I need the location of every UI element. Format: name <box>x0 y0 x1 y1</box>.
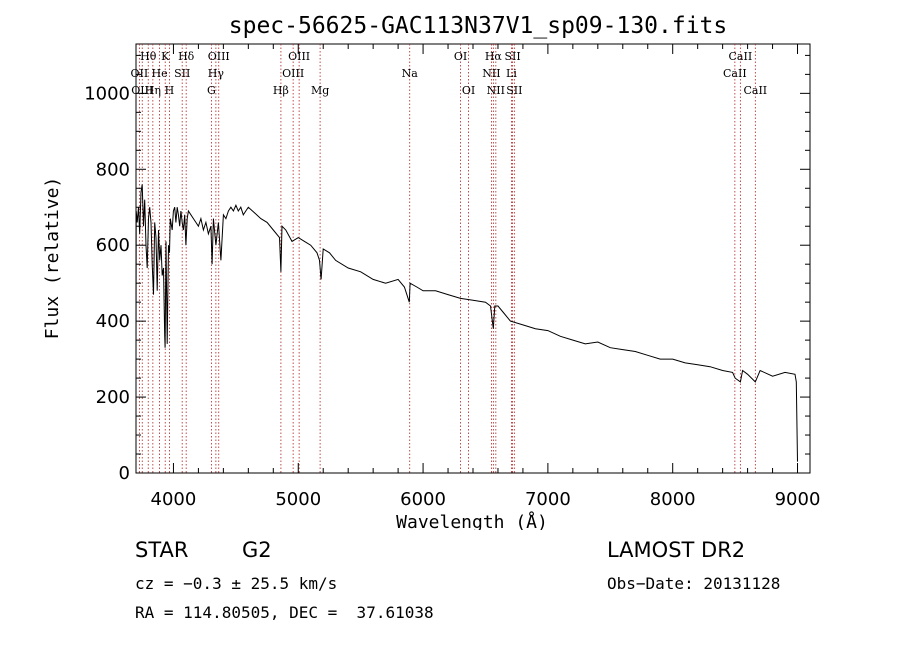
y-tick-label-1: 200 <box>96 387 130 408</box>
spectral-line-markers <box>138 44 756 473</box>
survey-name: LAMOST DR2 <box>607 538 746 562</box>
y-tick-label-5: 1000 <box>84 83 130 104</box>
spectral-line-label-3: OIII <box>208 50 230 63</box>
spectral-line-label-5: OI <box>454 50 467 63</box>
y-tick-label-4: 800 <box>96 159 130 180</box>
spectral-line-label-10: He <box>152 67 168 80</box>
y-axis-ticks: 0 200 400 600 800 1000 <box>84 54 810 484</box>
y-tick-label-3: 600 <box>96 235 130 256</box>
spectral-line-label-24: OI <box>462 84 475 97</box>
spectral-line-label-11: SII <box>174 67 190 80</box>
x-tick-label-0: 4000 <box>151 489 197 510</box>
spectral-line-label-2: Hδ <box>178 50 195 63</box>
spectral-line-label-22: Hβ <box>273 84 289 97</box>
spectral-line-label-14: Na <box>402 67 419 80</box>
plot-frame <box>135 43 811 474</box>
x-tick-label-4: 8000 <box>650 489 696 510</box>
x-axis-ticks: 4000 5000 6000 7000 8000 9000 <box>151 44 821 510</box>
spectral-line-label-27: CaII <box>743 84 767 97</box>
spectral-line-label-1: K <box>161 50 170 63</box>
spectral-line-label-25: NII <box>487 84 505 97</box>
spectral-line-label-6: Hα <box>485 50 503 63</box>
spectral-line-label-12: Hγ <box>208 67 225 80</box>
spectral-line-label-23: Mg <box>311 84 329 97</box>
redshift-cz: cz = −0.3 ± 25.5 km/s <box>135 574 338 593</box>
spectrum-chart: spec-56625-GAC113N37V1_sp09-130.fits Hθ K… <box>42 13 821 530</box>
x-tick-label-3: 7000 <box>525 489 571 510</box>
observation-date: Obs−Date: 20131128 <box>607 574 781 593</box>
spectral-line-label-7: SII <box>504 50 520 63</box>
x-tick-label-1: 5000 <box>275 489 321 510</box>
spectral-line-label-21: G <box>207 84 216 97</box>
y-tick-label-2: 400 <box>96 311 130 332</box>
spectrum-series-line <box>135 184 798 462</box>
spectral-line-label-15: NII <box>482 67 500 80</box>
spectral-line-label-17: CaII <box>723 67 747 80</box>
x-axis-label: Wavelength (Å) <box>396 511 548 530</box>
spectral-line-label-20: H <box>165 84 175 97</box>
x-tick-label-5: 9000 <box>775 489 821 510</box>
y-axis-label: Flux (relative) <box>42 177 63 340</box>
spectral-line-label-13: OIII <box>282 67 304 80</box>
y-tick-label-0: 0 <box>119 463 130 484</box>
spectral-line-label-26: SII <box>506 84 522 97</box>
chart-title: spec-56625-GAC113N37V1_sp09-130.fits <box>229 13 728 39</box>
spectral-line-label-4: OIII <box>288 50 310 63</box>
object-subclass: G2 <box>242 538 272 562</box>
spectral-line-label-19: Hη <box>145 84 161 97</box>
spectral-line-label-8: CaII <box>729 50 753 63</box>
spectral-line-label-9: OII <box>131 67 149 80</box>
object-class: STAR <box>135 538 189 562</box>
x-tick-label-2: 6000 <box>400 489 446 510</box>
sky-coordinates: RA = 114.80505, DEC = 37.61038 <box>135 603 434 622</box>
spectral-line-label-16: Li <box>506 67 517 80</box>
spectral-line-label-0: Hθ <box>140 50 157 63</box>
